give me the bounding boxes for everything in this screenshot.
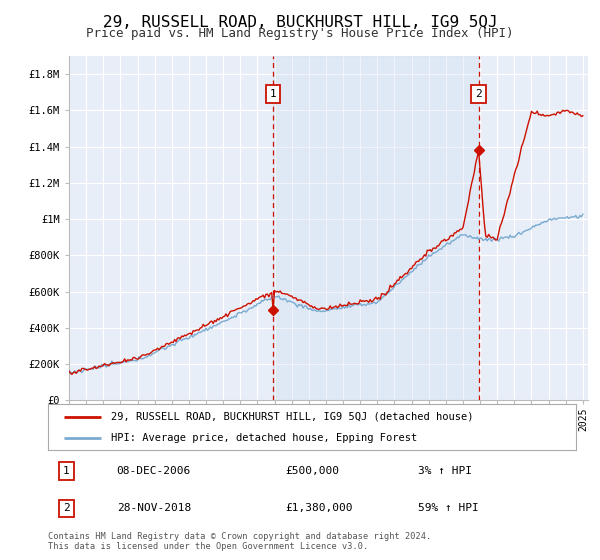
Text: £1,380,000: £1,380,000: [286, 503, 353, 514]
Text: 29, RUSSELL ROAD, BUCKHURST HILL, IG9 5QJ (detached house): 29, RUSSELL ROAD, BUCKHURST HILL, IG9 5Q…: [112, 412, 474, 422]
Text: HPI: Average price, detached house, Epping Forest: HPI: Average price, detached house, Eppi…: [112, 433, 418, 443]
Text: 59% ↑ HPI: 59% ↑ HPI: [418, 503, 478, 514]
Text: 28-NOV-2018: 28-NOV-2018: [116, 503, 191, 514]
Text: Price paid vs. HM Land Registry's House Price Index (HPI): Price paid vs. HM Land Registry's House …: [86, 27, 514, 40]
Text: 2: 2: [63, 503, 70, 514]
Text: £500,000: £500,000: [286, 466, 340, 476]
Text: Contains HM Land Registry data © Crown copyright and database right 2024.: Contains HM Land Registry data © Crown c…: [48, 532, 431, 541]
Bar: [273, 56, 479, 400]
Text: 29, RUSSELL ROAD, BUCKHURST HILL, IG9 5QJ: 29, RUSSELL ROAD, BUCKHURST HILL, IG9 5Q…: [103, 15, 497, 30]
Text: 1: 1: [63, 466, 70, 476]
Text: 1: 1: [270, 89, 277, 99]
Text: This data is licensed under the Open Government Licence v3.0.: This data is licensed under the Open Gov…: [48, 542, 368, 550]
Text: 3% ↑ HPI: 3% ↑ HPI: [418, 466, 472, 476]
Text: 2: 2: [475, 89, 482, 99]
Text: 08-DEC-2006: 08-DEC-2006: [116, 466, 191, 476]
